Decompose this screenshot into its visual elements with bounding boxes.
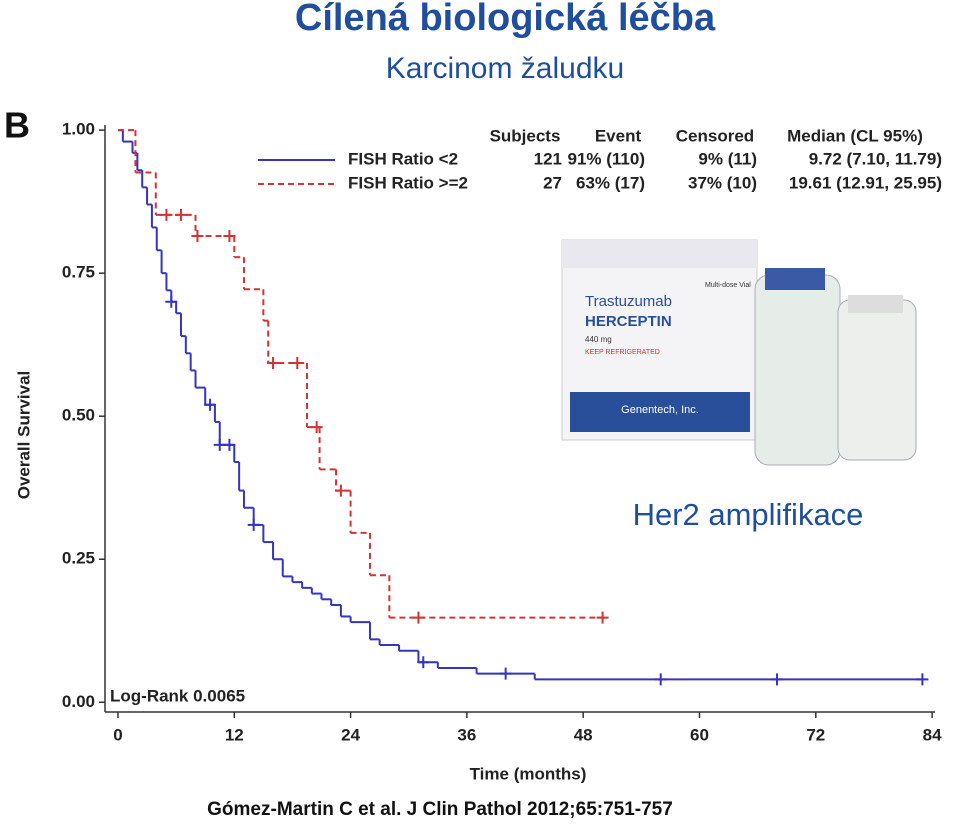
product-text: KEEP REFRIGERATED — [585, 349, 660, 356]
citation: Gómez-Martin C et al. J Clin Pathol 2012… — [207, 799, 673, 820]
product-box-top — [562, 240, 757, 268]
x-tick-label: 72 — [806, 725, 825, 744]
table-cell: 27 — [543, 173, 562, 192]
y-tick-label: 1.00 — [62, 120, 95, 139]
censor-mark — [916, 673, 929, 686]
annotation: Her2 amplifikace — [633, 497, 864, 532]
y-tick-label: 0.25 — [62, 549, 95, 568]
y-tick-label: 0.00 — [62, 692, 95, 711]
x-tick-label: 60 — [690, 725, 709, 744]
product-text: 440 mg — [585, 335, 612, 344]
vial — [837, 299, 917, 461]
y-tick-label: 0.50 — [62, 406, 95, 425]
censor-mark — [334, 484, 347, 497]
censor-mark — [654, 673, 667, 686]
table-cell: 121 — [534, 149, 562, 168]
censor-mark — [291, 357, 304, 370]
product-text: HERCEPTIN — [585, 313, 672, 330]
product-text: Multi-dose Vial — [705, 282, 751, 289]
censor-mark — [160, 208, 173, 221]
censor-mark — [417, 656, 430, 669]
slide-subtitle: Karcinom žaludku — [386, 52, 624, 85]
vial — [754, 274, 841, 466]
table-header: Subjects — [490, 126, 561, 145]
slide-title: Cílená biologická léčba — [295, 0, 716, 39]
y-axis-label: Overall Survival — [14, 371, 33, 500]
censor-mark — [771, 673, 784, 686]
product-text: Genentech, Inc. — [621, 404, 699, 416]
censor-mark — [412, 611, 425, 624]
table-cell: 9.72 (7.10, 11.79) — [809, 149, 942, 168]
x-tick-label: 24 — [341, 725, 360, 744]
x-tick-label: 0 — [113, 725, 122, 744]
table-cell: 63% (17) — [576, 173, 645, 192]
table-header: Censored — [676, 126, 754, 145]
table-cell: 19.61 (12.91, 25.95) — [789, 173, 942, 192]
x-tick-label: 12 — [225, 725, 244, 744]
table-cell: 91% (110) — [568, 149, 646, 168]
legend-label: FISH Ratio <2 — [348, 149, 458, 168]
product-band — [570, 392, 750, 432]
censor-mark — [165, 295, 178, 308]
y-tick-label: 0.75 — [62, 263, 95, 282]
vial-cap — [848, 295, 903, 313]
product-image: Trastuzumab HERCEPTIN 440 mg KEEP REFRIG… — [561, 239, 917, 466]
vial-cap — [765, 268, 825, 290]
censor-mark — [223, 438, 236, 451]
table-header: Median (CL 95%) — [787, 126, 923, 145]
legend-label: FISH Ratio >=2 — [348, 173, 468, 192]
censor-mark — [247, 518, 260, 531]
x-tick-label: 48 — [574, 725, 593, 744]
censor-mark — [174, 208, 187, 221]
panel-label: B — [4, 105, 30, 146]
censor-mark — [310, 421, 323, 434]
censor-mark — [267, 357, 280, 370]
censor-mark — [204, 398, 217, 411]
product-text: Trastuzumab — [585, 293, 672, 310]
censor-mark — [596, 611, 609, 624]
table-cell: 37% (10) — [688, 173, 757, 192]
x-tick-label: 36 — [457, 725, 476, 744]
censor-mark — [191, 229, 204, 242]
censor-mark — [223, 229, 236, 242]
log-rank: Log-Rank 0.0065 — [110, 686, 245, 705]
table-cell: 9% (11) — [698, 149, 757, 168]
x-axis-label: Time (months) — [470, 764, 587, 783]
x-tick-label: 84 — [923, 725, 942, 744]
table-header: Event — [595, 126, 642, 145]
censor-mark — [499, 667, 512, 680]
